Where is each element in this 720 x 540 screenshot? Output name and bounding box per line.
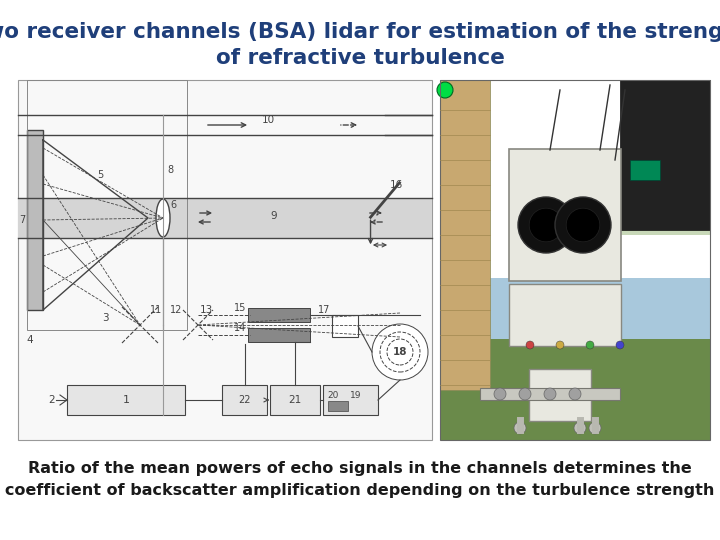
Text: 8: 8: [167, 165, 173, 175]
Bar: [440, 80, 710, 440]
Bar: [270, 385, 320, 415]
Circle shape: [529, 208, 563, 242]
Bar: [248, 328, 310, 342]
Text: 21: 21: [289, 395, 302, 405]
Circle shape: [544, 388, 556, 400]
Text: 12: 12: [170, 305, 182, 315]
Circle shape: [569, 388, 581, 400]
Text: of refractive turbulence: of refractive turbulence: [215, 48, 505, 68]
Circle shape: [372, 324, 428, 380]
Text: 22: 22: [238, 395, 251, 405]
Bar: [540, 185, 710, 235]
Bar: [440, 339, 710, 440]
Bar: [620, 80, 710, 230]
Bar: [27, 130, 43, 310]
Bar: [18, 80, 432, 440]
FancyBboxPatch shape: [529, 369, 591, 421]
Text: coefficient of backscatter amplification depending on the turbulence strength: coefficient of backscatter amplification…: [5, 483, 715, 497]
Circle shape: [518, 197, 574, 253]
Text: 11: 11: [150, 305, 162, 315]
Bar: [323, 385, 378, 415]
Bar: [18, 198, 432, 238]
Circle shape: [437, 82, 453, 98]
Text: 20: 20: [327, 390, 338, 400]
Bar: [222, 385, 267, 415]
Bar: [440, 80, 490, 390]
Text: 6: 6: [170, 200, 176, 210]
Circle shape: [555, 197, 611, 253]
Text: Two receiver channels (BSA) lidar for estimation of the strength: Two receiver channels (BSA) lidar for es…: [0, 22, 720, 42]
Text: 3: 3: [102, 313, 108, 323]
Text: 7: 7: [19, 215, 25, 225]
Text: 2: 2: [48, 395, 55, 405]
Circle shape: [494, 388, 506, 400]
Circle shape: [616, 341, 624, 349]
Bar: [630, 160, 660, 180]
Text: 13: 13: [200, 305, 213, 315]
Circle shape: [514, 422, 526, 434]
Circle shape: [589, 422, 601, 434]
Bar: [328, 401, 348, 411]
Ellipse shape: [156, 199, 170, 237]
Text: Ratio of the mean powers of echo signals in the channels determines the: Ratio of the mean powers of echo signals…: [28, 461, 692, 476]
Text: 1: 1: [122, 395, 130, 405]
Bar: [248, 308, 310, 322]
Text: 18: 18: [392, 347, 408, 357]
FancyBboxPatch shape: [509, 284, 621, 346]
Circle shape: [526, 341, 534, 349]
Bar: [27, 80, 187, 330]
Bar: [440, 278, 710, 440]
Text: 19: 19: [350, 390, 361, 400]
Text: 9: 9: [270, 211, 276, 221]
Circle shape: [556, 341, 564, 349]
Circle shape: [574, 422, 586, 434]
Bar: [480, 388, 620, 400]
FancyBboxPatch shape: [509, 149, 621, 281]
Text: 4: 4: [27, 335, 33, 345]
Text: 5: 5: [97, 170, 103, 180]
Text: 17: 17: [318, 305, 330, 315]
Circle shape: [566, 208, 600, 242]
Bar: [67, 385, 185, 415]
Bar: [332, 315, 358, 337]
Text: 14: 14: [234, 323, 246, 333]
Text: 16: 16: [390, 180, 403, 190]
Circle shape: [519, 388, 531, 400]
Text: 10: 10: [262, 115, 275, 125]
Text: 15: 15: [233, 303, 246, 313]
Circle shape: [586, 341, 594, 349]
